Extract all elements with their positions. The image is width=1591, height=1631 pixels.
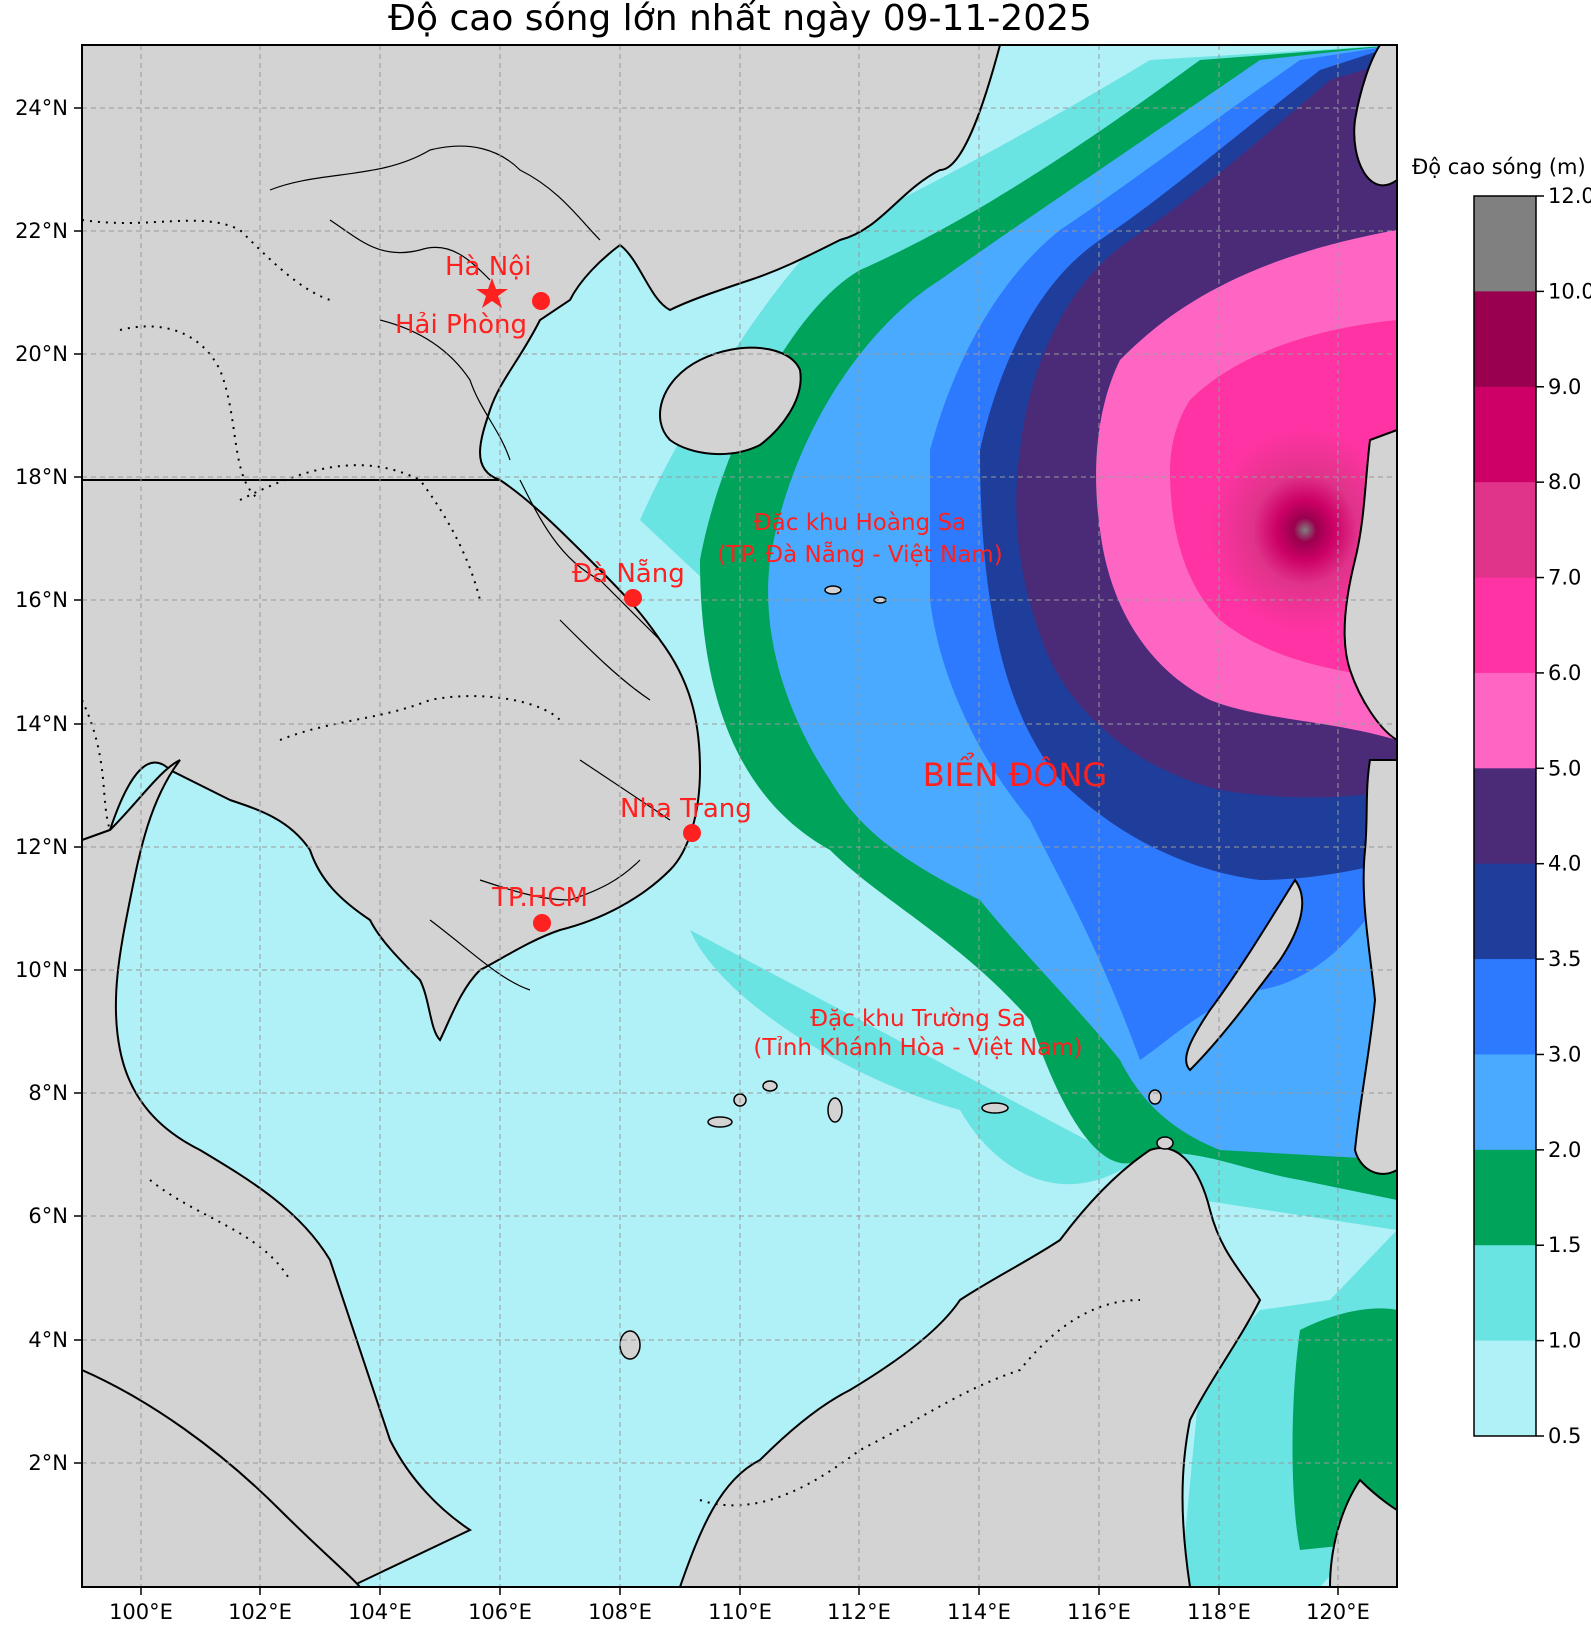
lon-ticks xyxy=(140,1587,1339,1595)
colorbar-swatch xyxy=(1474,1054,1536,1151)
colorbar-swatch xyxy=(1474,577,1536,674)
lat-tick-label: 16°N xyxy=(15,588,68,612)
colorbar-tick-label: 3.0 xyxy=(1548,1042,1581,1066)
colorbar-tick-label: 0.5 xyxy=(1548,1424,1581,1448)
lon-tick-labels: 100°E 102°E 104°E 106°E 108°E 110°E 112°… xyxy=(109,1600,1370,1624)
label-tp-hcm: TP.HCM xyxy=(491,883,588,913)
colorbar-tick-label: 12.0 xyxy=(1548,184,1591,208)
label-ha-noi: Hà Nội xyxy=(445,252,531,282)
label-hoang-sa-2: (TP. Đà Nẵng - Việt Nam) xyxy=(717,540,1002,568)
colorbar-swatch xyxy=(1474,386,1536,483)
lon-tick-label: 108°E xyxy=(588,1600,652,1624)
colorbar-tick-label: 9.0 xyxy=(1548,375,1581,399)
lon-tick-label: 106°E xyxy=(468,1600,532,1624)
lat-tick-labels: 24°N 22°N 20°N 18°N 16°N 14°N 12°N 10°N … xyxy=(15,96,68,1475)
colorbar-swatch xyxy=(1474,196,1536,292)
lat-tick-label: 22°N xyxy=(15,219,68,243)
label-truong-sa-1: Đặc khu Trường Sa xyxy=(810,1006,1026,1032)
ha-noi-star-icon xyxy=(476,278,508,308)
lat-tick-label: 2°N xyxy=(28,1451,68,1475)
province-borders xyxy=(269,145,671,991)
lon-tick-label: 110°E xyxy=(708,1600,772,1624)
colorbar-label: Độ cao sóng (m) xyxy=(1412,155,1586,179)
label-hai-phong: Hải Phòng xyxy=(395,310,527,340)
colorbar-tick-label: 7.0 xyxy=(1548,566,1581,590)
colorbar-tick-label: 6.0 xyxy=(1548,661,1581,685)
colorbar-ticks: 12.0 10.0 9.0 8.0 7.0 6.0 5.0 4.0 3.5 3.0 2.0 1.5 1.… xyxy=(1536,184,1591,1448)
land-palawan xyxy=(1185,878,1304,1072)
lon-tick-label: 114°E xyxy=(947,1600,1011,1624)
lat-tick-label: 20°N xyxy=(15,342,68,366)
lat-tick-label: 6°N xyxy=(28,1204,68,1228)
colorbar-tick-label: 5.0 xyxy=(1548,756,1581,780)
colorbar-frame xyxy=(1473,195,1537,1437)
lat-tick-label: 12°N xyxy=(15,835,68,859)
lat-ticks xyxy=(74,107,82,1464)
map-panel: Hà Nội Hải Phòng Đà Nẵng Nha Trang TP.HC… xyxy=(82,45,1397,1587)
chart-title: Độ cao sóng lớn nhất ngày 09-11-2025 xyxy=(388,0,1092,39)
lat-tick-label: 4°N xyxy=(28,1328,68,1352)
label-da-nang: Đà Nẵng xyxy=(572,558,685,589)
colorbar-tick-label: 8.0 xyxy=(1548,470,1581,494)
colorbar-tick-label: 1.5 xyxy=(1548,1233,1581,1257)
country-borders xyxy=(82,219,1141,1507)
colorbar-tick-label: 10.0 xyxy=(1548,279,1591,303)
nha-trang-marker xyxy=(683,824,701,842)
colorbar-swatch xyxy=(1474,291,1536,388)
colorbar-swatch xyxy=(1474,1245,1536,1342)
land-luzon xyxy=(1343,428,1397,742)
land-malay-peninsula xyxy=(82,759,473,1587)
colorbar-swatch xyxy=(1474,482,1536,579)
lat-tick-label: 24°N xyxy=(15,96,68,120)
lon-tick-label: 104°E xyxy=(348,1600,412,1624)
lon-tick-label: 120°E xyxy=(1306,1600,1370,1624)
label-hoang-sa-1: Đặc khu Hoàng Sa xyxy=(754,510,966,536)
lon-tick-label: 112°E xyxy=(827,1600,891,1624)
colorbar-tick-label: 2.0 xyxy=(1548,1138,1581,1162)
lon-tick-label: 116°E xyxy=(1067,1600,1131,1624)
city-markers xyxy=(476,278,701,932)
da-nang-marker xyxy=(624,589,642,607)
lat-tick-label: 10°N xyxy=(15,958,68,982)
land-taiwan xyxy=(1353,45,1397,187)
lon-tick-label: 100°E xyxy=(109,1600,173,1624)
colorbar-tick-label: 3.5 xyxy=(1548,947,1581,971)
colorbar-swatch xyxy=(1474,768,1536,865)
land-sumatra xyxy=(82,1368,362,1587)
land-hainan xyxy=(659,346,802,456)
hai-phong-marker xyxy=(532,292,550,310)
colorbar-tick-label: 4.0 xyxy=(1548,852,1581,876)
lat-tick-label: 14°N xyxy=(15,712,68,736)
lon-tick-label: 102°E xyxy=(228,1600,292,1624)
lat-tick-label: 18°N xyxy=(15,465,68,489)
label-bien-dong: BIỂN ĐÔNG xyxy=(923,752,1107,794)
land-indochina xyxy=(82,479,702,1042)
label-nha-trang: Nha Trang xyxy=(620,794,752,824)
colorbar xyxy=(1474,196,1536,1437)
colorbar-swatch xyxy=(1474,672,1536,769)
land-mindoro-visayas xyxy=(1353,759,1397,1175)
colorbar-swatch xyxy=(1474,1340,1536,1437)
colorbar-swatch xyxy=(1474,959,1536,1055)
colorbar-swatch xyxy=(1474,1149,1536,1246)
lon-tick-label: 118°E xyxy=(1187,1600,1251,1624)
colorbar-swatch xyxy=(1474,863,1536,960)
label-truong-sa-2: (Tỉnh Khánh Hòa - Việt Nam) xyxy=(753,1035,1082,1061)
islands xyxy=(619,585,1174,1360)
land-china xyxy=(82,45,1002,481)
colorbar-tick-label: 1.0 xyxy=(1548,1329,1581,1353)
land-borneo xyxy=(678,1147,1262,1587)
lat-tick-label: 8°N xyxy=(28,1081,68,1105)
tp-hcm-marker xyxy=(533,914,551,932)
